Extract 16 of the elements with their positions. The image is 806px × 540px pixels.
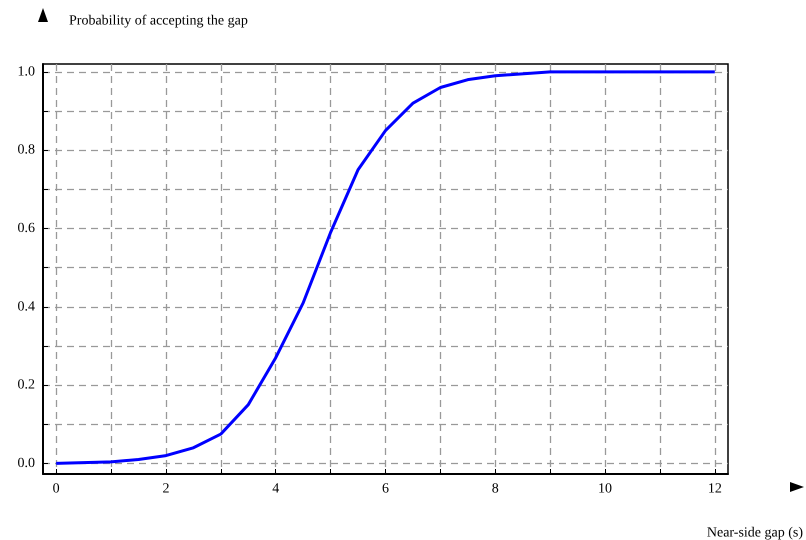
x-tick-label: 10	[598, 482, 612, 496]
x-tick-label: 8	[492, 482, 499, 496]
y-axis-title: Probability of accepting the gap	[69, 14, 248, 28]
line-series	[54, 70, 716, 465]
y-tick-label: 0.0	[18, 456, 35, 471]
x-axis-title: Near-side gap (s)	[706, 526, 804, 540]
x-tick-label: 6	[382, 482, 389, 496]
y-tick-label: 0.2	[18, 378, 35, 393]
x-tick-label: 12	[708, 482, 722, 496]
y-tick-label: 0.6	[18, 220, 35, 236]
y-tick-label: 1.0	[18, 64, 35, 80]
x-tick-label: 0	[52, 482, 60, 496]
y-tick-label: 0.4	[18, 299, 35, 314]
x-tick-label: 2	[162, 482, 170, 496]
x-tick-label: 4	[272, 482, 280, 496]
y-tick-label: 0.8	[18, 142, 35, 158]
